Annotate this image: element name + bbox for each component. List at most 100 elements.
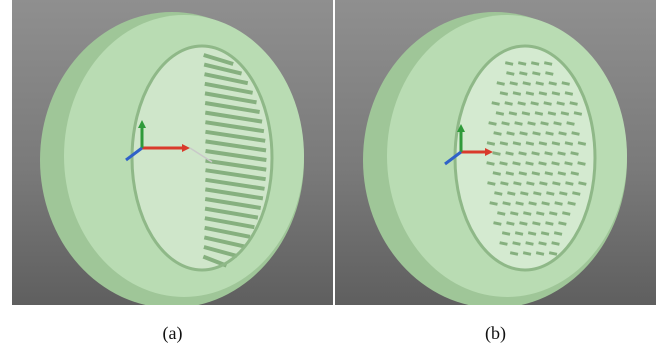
slot [525, 141, 535, 146]
slot [551, 91, 561, 96]
slot [506, 71, 515, 76]
groove-line [205, 139, 267, 153]
panel-b-slotted-ring [335, 0, 656, 305]
slot [489, 201, 498, 206]
slot [499, 141, 509, 146]
groove-line [203, 235, 245, 249]
slot [520, 191, 529, 196]
slot [525, 161, 534, 166]
slot [515, 201, 524, 206]
slot [526, 181, 535, 186]
slot [533, 191, 542, 196]
slot [495, 111, 505, 116]
axis-triad [125, 120, 213, 163]
inner-slots [486, 61, 587, 256]
slot [519, 71, 528, 76]
y-axis-arrow [138, 120, 146, 128]
slot [564, 141, 574, 146]
slot [522, 81, 531, 86]
slot [564, 161, 573, 166]
slot [513, 181, 522, 186]
z-axis [125, 146, 143, 162]
slot [554, 201, 563, 206]
slot [553, 121, 562, 126]
slot [521, 111, 531, 116]
slot [502, 201, 511, 206]
grooved-ring-illustration [40, 12, 304, 305]
slot [572, 191, 581, 196]
slot [506, 131, 515, 136]
groove-line [203, 62, 243, 76]
slot [493, 221, 502, 226]
x-axis-arrow [485, 148, 493, 156]
x-axis-arrow [182, 144, 190, 152]
inner-grooves [202, 53, 267, 268]
slot [571, 131, 580, 136]
groove-line [205, 149, 267, 162]
slotted-ring-illustration [363, 12, 627, 305]
slot [510, 211, 519, 216]
slot [496, 81, 505, 86]
slot [507, 191, 516, 196]
slot [517, 101, 526, 106]
slot [538, 91, 548, 96]
slot [544, 151, 553, 156]
slot [499, 91, 509, 96]
slot [522, 251, 532, 256]
slot [558, 131, 567, 136]
slot [548, 251, 558, 256]
slot [539, 181, 548, 186]
groove-line [204, 91, 257, 105]
groove-line [205, 158, 267, 172]
groove-line [203, 245, 238, 258]
slot [538, 241, 547, 246]
slot [545, 71, 554, 76]
groove-line [205, 129, 266, 143]
slot [535, 81, 544, 86]
slot [557, 151, 566, 156]
slot [519, 131, 528, 136]
slot [559, 191, 568, 196]
slot [509, 251, 519, 256]
slot [535, 251, 545, 256]
slot [512, 241, 521, 246]
groove-line [204, 101, 260, 114]
slot [577, 161, 586, 166]
slot [525, 241, 534, 246]
slot [547, 111, 557, 116]
slot [548, 81, 557, 86]
groove-line [204, 197, 262, 210]
z-axis [444, 150, 462, 166]
groove-line [204, 72, 249, 86]
slot [512, 141, 522, 146]
slot [562, 211, 571, 216]
slot [570, 151, 579, 156]
slot [552, 181, 561, 186]
slot [505, 171, 515, 176]
slot [530, 61, 540, 66]
groove-line [204, 81, 254, 95]
slot [551, 241, 560, 246]
slot [545, 131, 554, 136]
groove-line [204, 216, 255, 230]
slot [523, 211, 532, 216]
groove-line [205, 168, 266, 182]
slot [528, 201, 537, 206]
slot [538, 161, 547, 166]
slot [541, 201, 550, 206]
slot [558, 221, 567, 226]
slot [514, 231, 524, 236]
slot [556, 101, 565, 106]
slot [545, 221, 554, 226]
slot [493, 131, 502, 136]
slot [491, 101, 500, 106]
slot [530, 101, 539, 106]
slot [504, 61, 514, 66]
slot [497, 211, 506, 216]
slot [566, 121, 575, 126]
slot [517, 61, 527, 66]
slot [506, 221, 515, 226]
slot [534, 111, 544, 116]
slot [546, 191, 555, 196]
slot [532, 71, 541, 76]
